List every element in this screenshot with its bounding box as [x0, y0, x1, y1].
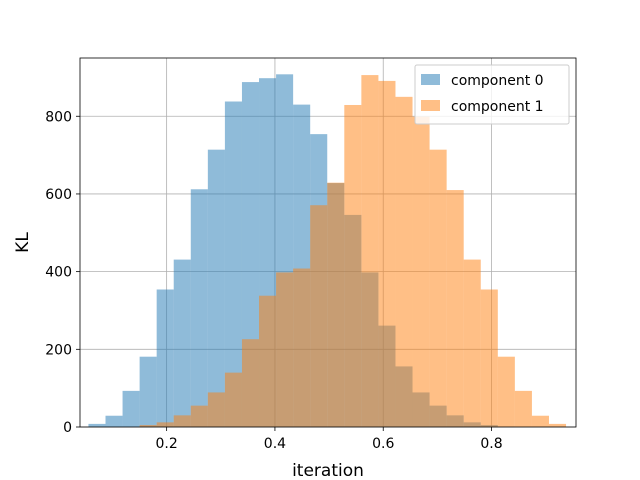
legend-box: [414, 64, 570, 125]
bar-series-1-bin-11: [276, 272, 294, 427]
bar-series-1-bin-22: [463, 259, 481, 427]
bar-series-1-bin-25: [514, 390, 532, 427]
y-axis-ticks: 0 200 400 600 800: [45, 109, 80, 436]
bar-series-1-bin-27: [548, 423, 567, 427]
bar-series-1-bin-8: [224, 372, 242, 427]
bar-series-1-bin-6: [190, 405, 208, 427]
x-tick-label: 0.2: [156, 436, 178, 452]
bar-series-1-bin-10: [259, 295, 277, 427]
legend: component 0 component 1: [414, 64, 570, 125]
bar-series-0-bin-1: [105, 415, 123, 427]
legend-swatch-component-1: [421, 100, 440, 111]
x-tick-label: 0.4: [264, 436, 286, 452]
x-axis-label: iteration: [292, 461, 364, 480]
bar-series-1-bin-16: [361, 75, 379, 428]
x-tick-label: 0.8: [480, 436, 502, 452]
bar-series-1-bin-15: [344, 104, 362, 427]
bar-series-1-bin-13: [310, 205, 328, 427]
bar-series-1-bin-3: [139, 425, 157, 427]
bar-series-0-bin-5: [173, 259, 191, 427]
bar-series-1-bin-19: [412, 116, 430, 427]
y-tick-label: 200: [45, 342, 72, 358]
y-tick-label: 800: [45, 109, 72, 125]
bar-series-1-bin-21: [446, 190, 464, 427]
bar-series-1-bin-14: [327, 182, 345, 427]
bar-series-1-bin-12: [293, 268, 311, 427]
bar-series-1-bin-7: [207, 392, 225, 427]
bar-series-0-bin-6: [190, 189, 208, 427]
bar-series-0-bin-0: [88, 423, 106, 427]
bar-series-1-bin-5: [173, 415, 191, 427]
y-tick-label: 600: [45, 187, 72, 203]
x-axis-ticks: 0.2 0.4 0.6 0.8: [156, 427, 503, 452]
legend-label-component-0: component 0: [451, 73, 544, 89]
bar-series-0-bin-3: [139, 356, 157, 427]
legend-label-component-1: component 1: [451, 99, 544, 115]
bar-series-1-bin-17: [378, 80, 396, 427]
bar-series-0-bin-4: [156, 289, 174, 427]
bar-series-0-bin-7: [207, 149, 225, 428]
y-tick-label: 400: [45, 265, 72, 281]
legend-swatch-component-0: [421, 74, 440, 85]
bar-series-1-bin-18: [395, 96, 413, 427]
y-tick-label: 0: [63, 420, 72, 436]
bar-series-1-bin-4: [156, 422, 174, 427]
bar-series-1-bin-20: [429, 149, 447, 428]
bar-series-1-bin-9: [241, 339, 260, 427]
x-tick-label: 0.6: [372, 436, 394, 452]
bar-series-1-bin-24: [497, 356, 515, 427]
bar-series-1-bin-26: [531, 415, 549, 427]
y-axis-label: KL: [13, 232, 33, 253]
plot-frame: [79, 57, 577, 428]
bar-series-0-bin-8: [224, 101, 242, 427]
bars: [88, 74, 567, 428]
bar-series-0-bin-2: [122, 390, 140, 427]
bar-series-1-bin-23: [480, 289, 498, 427]
